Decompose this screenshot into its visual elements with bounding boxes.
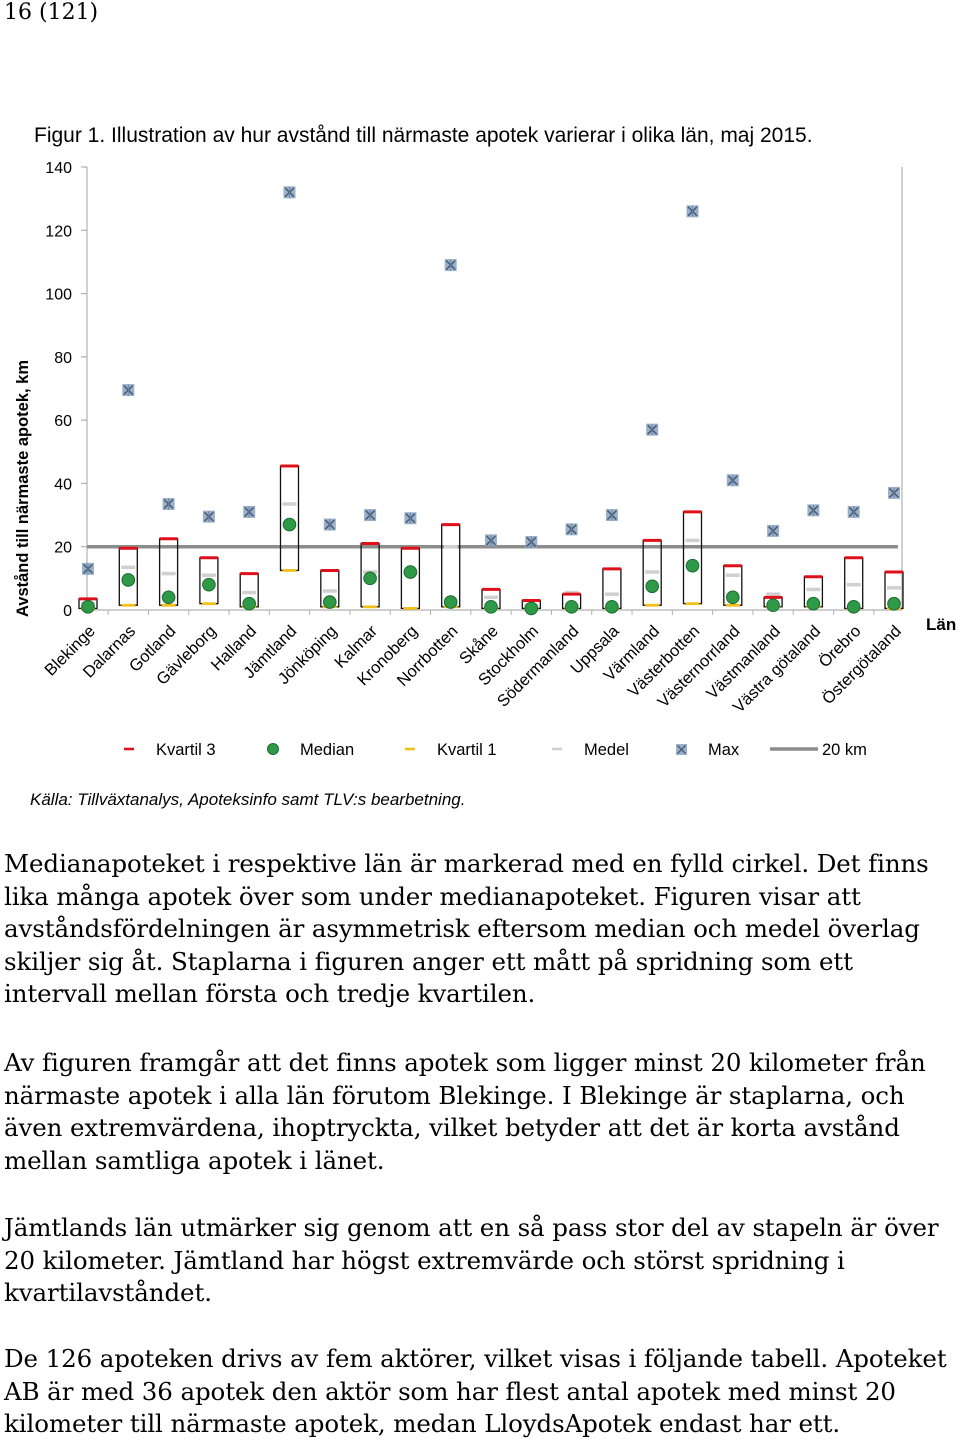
max-point — [565, 523, 578, 536]
source-note: Källa: Tillväxtanalys, Apoteksinfo samt … — [30, 790, 466, 809]
median-point — [806, 596, 821, 611]
y-tick-label: 60 — [54, 413, 72, 430]
legend-label: Median — [300, 741, 354, 759]
max-point — [122, 384, 135, 397]
legend-item: Kvartil 1 — [405, 741, 497, 759]
median-point — [161, 590, 176, 605]
legend-label: Max — [708, 741, 740, 759]
median-point — [605, 600, 619, 614]
max-point — [686, 205, 699, 218]
x-axis-title: Län — [926, 615, 956, 634]
figure-caption: Figur 1. Illustration av hur avstånd til… — [34, 124, 813, 147]
max-point — [807, 504, 820, 517]
y-tick-label: 100 — [45, 287, 72, 304]
paragraph-median: Medianapoteket i respektive län är marke… — [4, 849, 929, 1009]
median-point — [846, 600, 861, 614]
paragraph-blekinge: Av figuren framgår att det finns apotek … — [4, 1048, 926, 1175]
legend-item: Medel — [552, 741, 629, 759]
max-point — [605, 509, 618, 522]
max-point — [243, 505, 256, 518]
max-point — [726, 474, 739, 487]
y-tick-label: 80 — [54, 350, 72, 367]
median-point — [484, 600, 498, 614]
legend-item: Max — [676, 741, 740, 759]
median-point — [81, 600, 95, 614]
y-tick-label: 40 — [54, 476, 72, 493]
paragraph-jamtland: Jämtlands län utmärker sig genom att en … — [4, 1213, 939, 1308]
paragraph-actors: De 126 apoteken drivs av fem aktörer, vi… — [4, 1344, 947, 1439]
legend-label: Medel — [584, 741, 629, 759]
max-point — [323, 518, 336, 531]
max-point — [847, 505, 860, 518]
median-point — [766, 598, 780, 613]
chart-axes — [81, 166, 903, 615]
median-point — [323, 595, 337, 609]
median-point — [121, 573, 136, 587]
median-point — [524, 601, 539, 616]
max-point — [404, 512, 417, 525]
max-point — [888, 486, 900, 499]
median-point — [564, 600, 579, 614]
chart-labels: 0 20 40 60 80 100 120 140 Avstånd till närmaste … — [14, 160, 956, 717]
median-point — [202, 577, 216, 592]
distance-chart: 0 20 40 60 80 100 120 140 Avstånd till närmaste … — [14, 160, 956, 759]
chart-marks — [79, 186, 903, 616]
legend-swatch — [677, 745, 686, 754]
max-point — [283, 186, 296, 199]
median-point — [726, 590, 740, 605]
box-15 — [682, 511, 703, 605]
legend-label: Kvartil 1 — [437, 741, 497, 759]
y-tick-label: 120 — [45, 223, 72, 240]
legend-label: Kvartil 3 — [156, 741, 216, 759]
median-point — [363, 571, 377, 586]
median-point — [645, 579, 660, 594]
max-point — [525, 535, 538, 548]
median-point — [242, 596, 256, 611]
max-point — [767, 524, 780, 537]
median-point — [887, 596, 901, 611]
max-point — [485, 534, 497, 547]
page-number: 16 (121) — [4, 0, 99, 25]
y-axis-title: Avstånd till närmaste apotek, km — [14, 360, 32, 617]
max-point — [364, 509, 377, 522]
max-point — [646, 423, 659, 436]
max-point — [162, 497, 175, 510]
median-point — [403, 565, 418, 579]
y-tick-label: 140 — [45, 160, 72, 177]
max-point — [82, 562, 94, 575]
legend-swatch — [267, 743, 279, 755]
chart-legend: Kvartil 3 Median Kvartil 1 Medel Max 20 km — [124, 741, 867, 759]
max-point — [444, 259, 457, 272]
median-point — [443, 595, 458, 609]
legend-item: Kvartil 3 — [124, 741, 216, 759]
box-9 — [441, 523, 461, 608]
legend-label: 20 km — [822, 741, 867, 759]
max-point — [202, 510, 215, 523]
median-point — [282, 517, 297, 532]
y-tick-label: 0 — [63, 603, 72, 620]
legend-item: 20 km — [770, 741, 867, 759]
median-point — [685, 558, 700, 573]
y-tick-label: 20 — [54, 540, 72, 557]
legend-item: Median — [267, 741, 354, 759]
